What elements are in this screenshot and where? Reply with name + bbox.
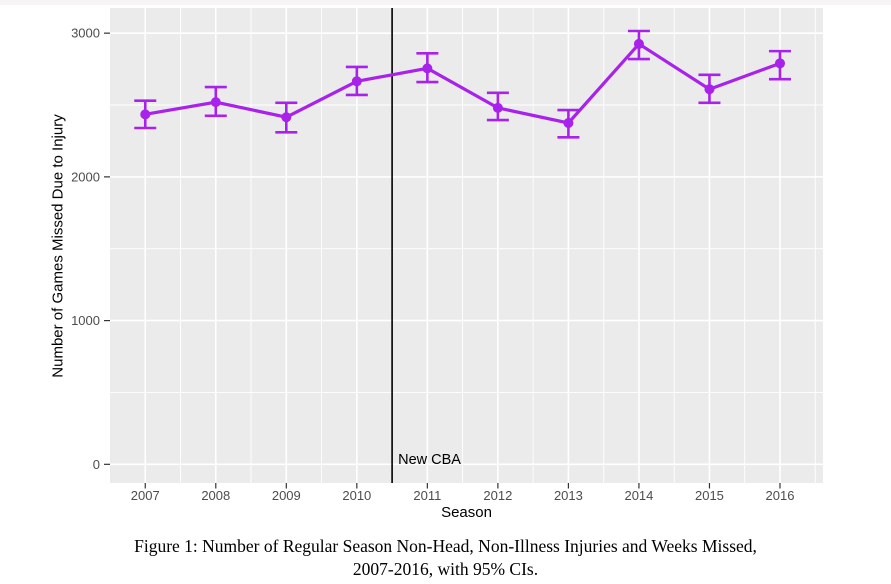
figure-caption-line2: 2007-2016, with 95% CIs. (352, 559, 539, 579)
y-tick-label: 0 (93, 457, 100, 472)
plot-panel (110, 8, 823, 483)
y-axis-title: Number of Games Missed Due to Injury (49, 114, 67, 378)
x-tick-label: 2011 (413, 488, 441, 503)
chart-canvas: 0 1000 2000 3000 2007 2008 2009 2010 2011 2012 201… (71, 8, 823, 503)
page-top-edge (0, 0, 891, 5)
x-tick-label: 2015 (695, 488, 724, 503)
data-point (140, 109, 151, 120)
data-point (351, 76, 362, 87)
data-point (210, 97, 221, 108)
x-tick-label: 2009 (272, 488, 301, 503)
series-line (144, 41, 781, 125)
data-point (774, 58, 785, 69)
data-point (633, 38, 644, 49)
x-tick-label: 2016 (766, 488, 795, 503)
x-tick-label: 2008 (201, 488, 230, 503)
data-point (281, 112, 292, 123)
figure-caption-line1: Figure 1: Number of Regular Season Non-H… (134, 536, 757, 556)
data-point (492, 102, 503, 113)
x-tick-label: 2012 (483, 488, 512, 503)
data-point (704, 84, 715, 95)
injury-line-chart: 0 1000 2000 3000 2007 2008 2009 2010 2011 2012 201… (49, 8, 823, 521)
data-point (563, 117, 574, 128)
new-cba-annotation-label: New CBA (398, 452, 461, 468)
x-tick-label: 2007 (131, 488, 160, 503)
x-tick-label: 2014 (624, 488, 653, 503)
figure-caption: Figure 1: Number of Regular Season Non-H… (0, 535, 891, 581)
y-tick-label: 2000 (71, 169, 100, 184)
x-tick-label: 2010 (342, 488, 371, 503)
x-axis-title: Season (441, 504, 492, 521)
y-tick-label: 3000 (71, 26, 100, 41)
x-tick-label: 2013 (554, 488, 583, 503)
data-point (422, 63, 433, 74)
y-tick-label: 1000 (71, 313, 100, 328)
